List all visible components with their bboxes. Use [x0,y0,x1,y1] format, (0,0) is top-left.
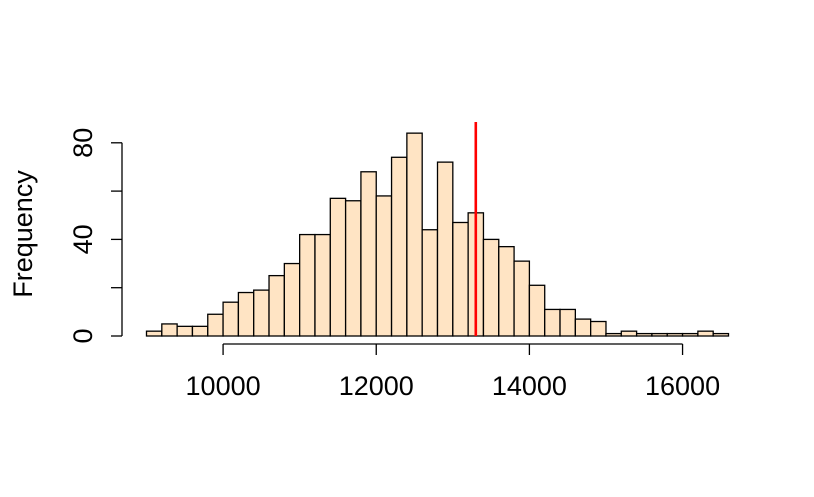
histogram-bar [436,161,454,337]
histogram-bar [452,221,469,337]
histogram-bar [712,332,730,337]
histogram-bar [207,313,224,337]
histogram-bars [145,132,730,337]
histogram-bar [651,332,668,337]
histogram-bar [681,332,699,337]
y-axis-title: Frequency [8,170,38,298]
x-axis: 10000 12000 14000 16000 [186,343,720,401]
histogram-bar [666,332,684,337]
histogram-bar [222,301,240,337]
histogram-bar [544,308,561,337]
histogram-bar [176,325,194,337]
histogram-bar [482,238,500,337]
histogram-bar [406,132,423,337]
histogram-bar [191,325,209,337]
histogram-bar [528,284,546,337]
histogram-bar [559,308,576,337]
histogram-bar [513,260,531,337]
histogram-bar [299,233,316,337]
histogram-bar [620,330,638,337]
y-tick-label: 0 [68,328,98,343]
histogram-bar [590,320,607,337]
histogram-bar [697,330,714,337]
histogram-bar [498,245,515,337]
histogram-bar [329,197,347,337]
histogram-bar [237,291,255,337]
histogram-bar [360,171,377,337]
x-tick-label: 12000 [339,371,414,401]
histogram-bar [375,195,393,337]
histogram-bar [253,289,270,337]
histogram-bar [145,330,163,337]
y-tick-label: 40 [68,224,98,254]
histogram-bar [421,229,439,337]
histogram-bar [314,233,331,337]
histogram-bar [574,318,592,337]
x-tick-label: 14000 [492,371,567,401]
histogram-bar [635,332,653,337]
histogram-bar [605,332,622,337]
y-tick-label: 80 [68,128,98,158]
histogram-bar [268,274,285,337]
histogram-bar [344,200,362,337]
y-axis: 0 40 80 [68,128,123,344]
x-tick-label: 16000 [645,371,720,401]
histogram-bar [390,156,408,337]
x-tick-label: 10000 [186,371,261,401]
histogram-bar [161,323,178,337]
histogram-bar [283,262,301,337]
